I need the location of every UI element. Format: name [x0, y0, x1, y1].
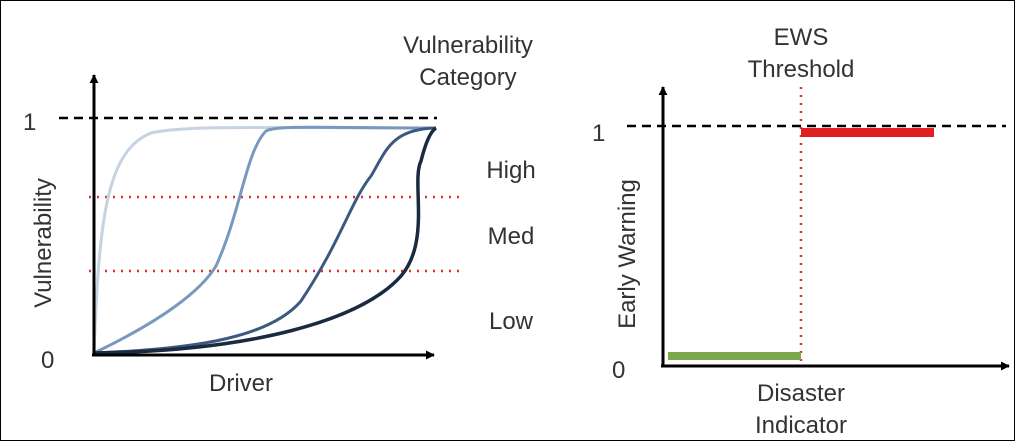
right-tick-zero: 0 — [612, 357, 625, 384]
left-panel: 1 0 Driver Vulnerability Vulnerability C… — [23, 32, 536, 397]
vulnerability-curve-3 — [93, 126, 437, 355]
right-tick-one: 1 — [592, 120, 605, 147]
right-y-axis-label: Early Warning — [614, 179, 641, 329]
category-title-line2: Category — [419, 64, 516, 91]
threshold-label-line1: EWS — [774, 24, 829, 51]
right-x-axis-label-line2: Indicator — [755, 412, 847, 439]
left-tick-one: 1 — [23, 109, 36, 136]
left-tick-zero: 0 — [41, 347, 54, 374]
left-x-axis-label: Driver — [209, 370, 273, 397]
high-warning-bar — [801, 128, 934, 137]
right-panel: 1 0 Early Warning Disaster Indicator EWS… — [592, 24, 1010, 439]
vulnerability-curve-1 — [92, 125, 437, 354]
right-x-axis-label-line1: Disaster — [757, 380, 845, 407]
vulnerability-curve-2 — [93, 125, 437, 355]
category-title-line1: Vulnerability — [403, 32, 533, 59]
low-warning-bar — [668, 352, 801, 360]
left-y-axis-label: Vulnerability — [30, 178, 57, 308]
vulnerability-curve-4 — [93, 126, 438, 355]
threshold-label-line2: Threshold — [748, 56, 855, 83]
category-med-label: Med — [488, 223, 535, 250]
category-high-label: High — [486, 157, 535, 184]
category-low-label: Low — [489, 308, 534, 335]
